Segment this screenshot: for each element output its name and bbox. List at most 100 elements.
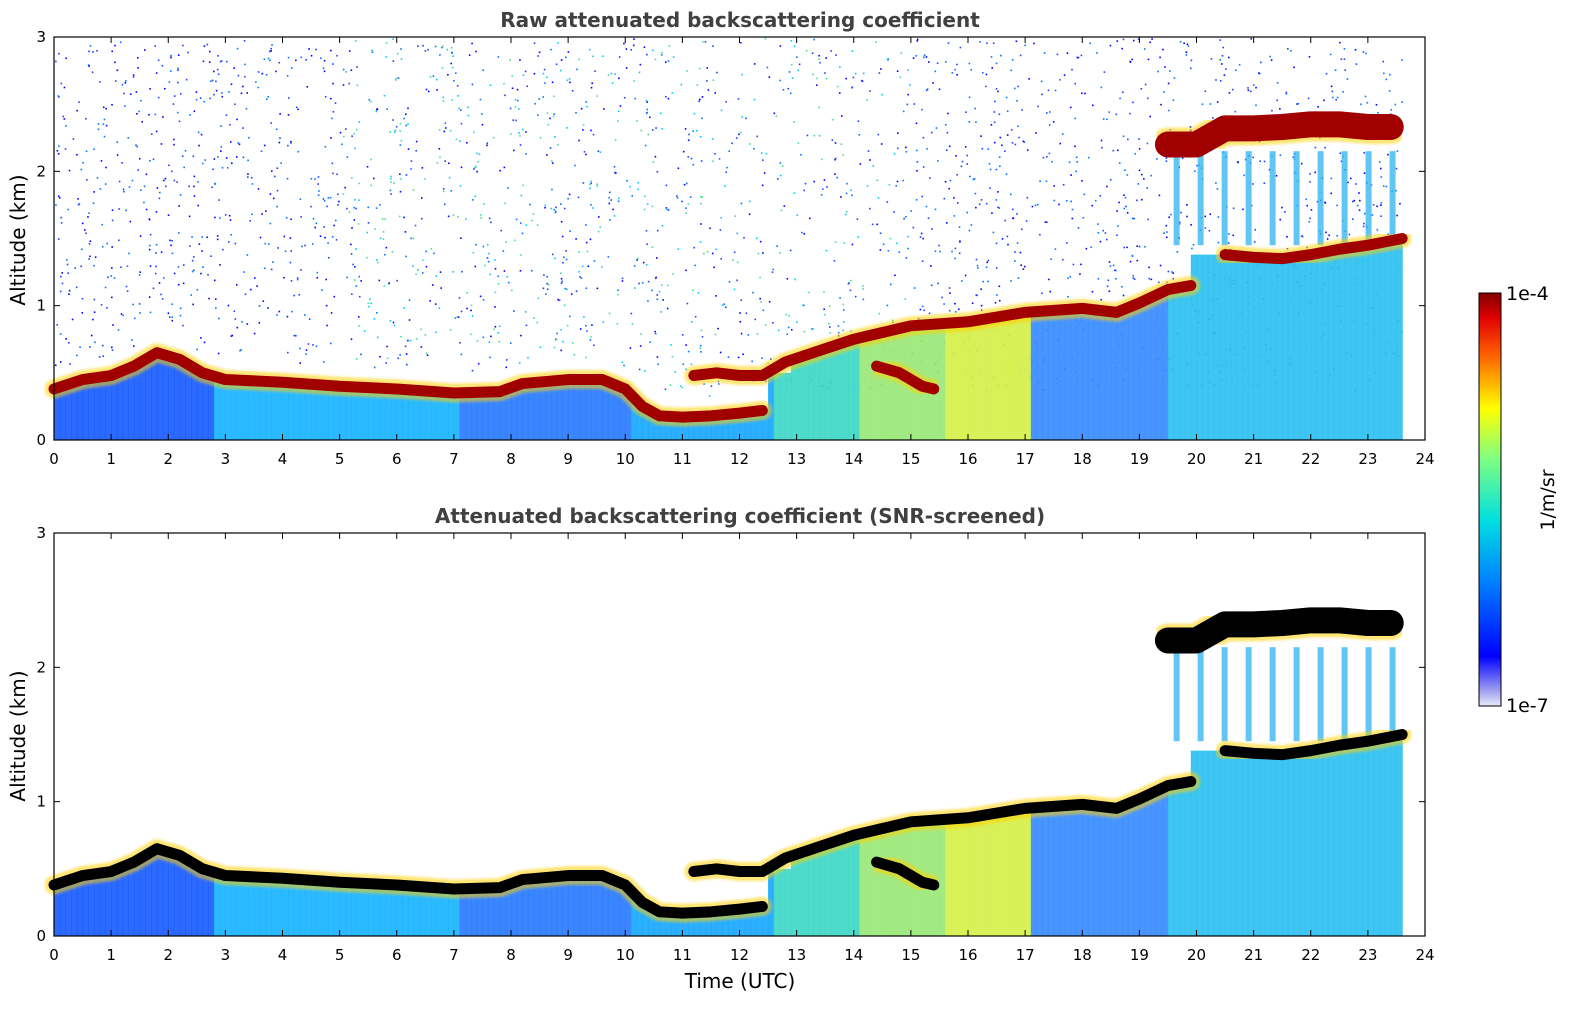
noise-speck bbox=[516, 88, 519, 91]
noise-speck bbox=[518, 362, 521, 364]
aerosol-column bbox=[173, 357, 181, 440]
noise-speck bbox=[199, 97, 202, 99]
noise-speck bbox=[566, 79, 569, 82]
noise-speck bbox=[284, 250, 287, 253]
noise-speck bbox=[1329, 53, 1332, 56]
noise-speck bbox=[985, 266, 988, 269]
noise-speck bbox=[219, 150, 222, 152]
noise-speck bbox=[649, 116, 651, 119]
aerosol-column bbox=[665, 416, 672, 440]
noise-speck bbox=[947, 42, 950, 44]
noise-speck bbox=[685, 344, 687, 346]
virga-streak bbox=[1197, 647, 1204, 742]
noise-speck bbox=[1325, 72, 1328, 75]
aerosol-column bbox=[425, 886, 432, 936]
noise-speck bbox=[105, 124, 108, 127]
noise-speck bbox=[793, 45, 796, 48]
noise-speck bbox=[197, 204, 199, 207]
noise-speck bbox=[297, 150, 300, 153]
noise-speck bbox=[358, 275, 360, 278]
noise-speck bbox=[998, 113, 1001, 116]
noise-speck bbox=[1183, 42, 1185, 45]
noise-speck bbox=[383, 285, 386, 287]
noise-speck bbox=[646, 203, 649, 205]
noise-speck bbox=[164, 177, 167, 180]
noise-speck bbox=[157, 59, 160, 62]
noise-speck bbox=[637, 257, 639, 260]
noise-speck bbox=[637, 188, 639, 191]
aerosol-column bbox=[1139, 798, 1146, 936]
virga-streak bbox=[1317, 151, 1324, 246]
noise-speck bbox=[1017, 85, 1019, 88]
noise-speck bbox=[221, 167, 224, 169]
noise-speck bbox=[395, 77, 397, 80]
aerosol-column bbox=[990, 318, 998, 440]
noise-speck bbox=[271, 44, 273, 46]
noise-speck bbox=[473, 168, 475, 170]
noise-speck bbox=[1401, 101, 1403, 103]
noise-speck bbox=[1097, 278, 1100, 280]
noise-speck bbox=[1209, 103, 1212, 105]
noise-speck bbox=[1243, 174, 1245, 177]
aerosol-column bbox=[276, 381, 284, 440]
noise-speck bbox=[840, 115, 843, 117]
noise-speck bbox=[415, 140, 418, 143]
noise-speck bbox=[694, 315, 697, 318]
noise-speck bbox=[907, 235, 909, 238]
aerosol-column bbox=[533, 382, 541, 440]
noise-speck bbox=[1109, 44, 1112, 47]
noise-speck bbox=[261, 213, 263, 215]
noise-speck bbox=[1122, 135, 1125, 138]
noise-speck bbox=[786, 277, 789, 280]
noise-speck bbox=[154, 45, 157, 47]
upper-cloud-layer bbox=[1154, 111, 1404, 158]
noise-speck bbox=[560, 328, 563, 331]
aerosol-column bbox=[282, 878, 289, 936]
noise-speck bbox=[124, 82, 127, 84]
noise-speck bbox=[289, 237, 292, 239]
noise-speck bbox=[591, 82, 594, 85]
noise-speck bbox=[511, 87, 514, 90]
aerosol-column bbox=[653, 908, 661, 936]
noise-speck bbox=[137, 67, 139, 69]
noise-speck bbox=[589, 339, 592, 341]
noise-speck bbox=[1091, 290, 1094, 293]
noise-speck bbox=[323, 226, 325, 228]
noise-speck bbox=[1167, 270, 1170, 273]
aerosol-column bbox=[1185, 286, 1192, 440]
colorbar-min-label: 1e-7 bbox=[1506, 695, 1549, 717]
aerosol-column bbox=[608, 877, 615, 936]
noise-speck bbox=[1324, 201, 1326, 204]
noise-speck bbox=[779, 162, 782, 164]
noise-speck bbox=[1020, 264, 1023, 267]
noise-speck bbox=[1096, 52, 1098, 54]
noise-speck bbox=[1380, 202, 1383, 204]
aerosol-column bbox=[465, 392, 472, 440]
noise-speck bbox=[58, 145, 60, 147]
noise-speck bbox=[869, 159, 871, 161]
noise-speck bbox=[1395, 189, 1397, 192]
noise-speck bbox=[450, 51, 453, 54]
noise-speck bbox=[167, 214, 170, 216]
noise-speck bbox=[698, 100, 700, 103]
noise-speck bbox=[111, 349, 114, 351]
noise-speck bbox=[895, 242, 898, 245]
noise-speck bbox=[1252, 183, 1254, 185]
noise-speck bbox=[936, 62, 939, 65]
noise-speck bbox=[542, 72, 545, 75]
noise-speck bbox=[617, 289, 619, 291]
aerosol-column bbox=[1065, 805, 1072, 936]
noise-speck bbox=[422, 44, 424, 47]
noise-speck bbox=[251, 213, 253, 216]
noise-speck bbox=[685, 207, 687, 209]
noise-speck bbox=[1081, 179, 1083, 182]
noise-speck bbox=[265, 73, 268, 76]
noise-speck bbox=[220, 60, 223, 62]
noise-speck bbox=[1215, 182, 1217, 184]
noise-speck bbox=[1284, 211, 1286, 213]
noise-speck bbox=[520, 254, 522, 256]
aerosol-column bbox=[579, 379, 586, 440]
noise-speck bbox=[1358, 192, 1360, 194]
aerosol-column bbox=[493, 887, 501, 936]
noise-speck bbox=[842, 321, 845, 323]
